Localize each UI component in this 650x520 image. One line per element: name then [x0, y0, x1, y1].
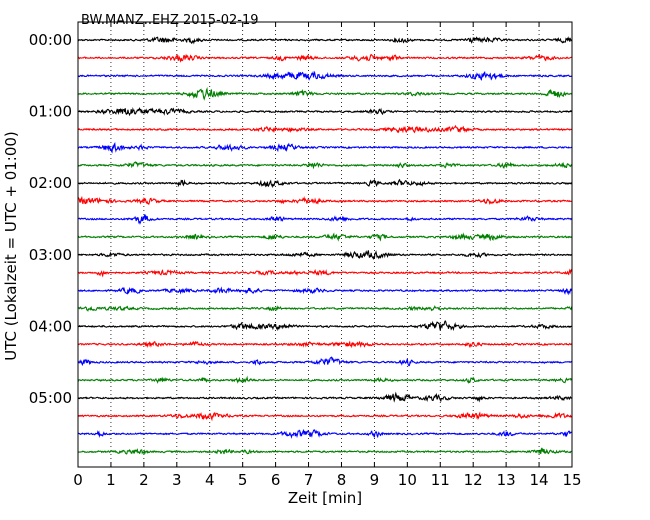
x-tick-label: 8 — [337, 471, 347, 489]
trace-line — [77, 53, 573, 63]
x-tick-label: 13 — [497, 471, 516, 489]
x-tick-label: 7 — [304, 471, 314, 489]
x-axis-label: Zeit [min] — [288, 489, 362, 507]
trace-line — [77, 178, 573, 189]
trace-line — [77, 428, 573, 439]
y-tick-label: 03:00 — [29, 246, 72, 264]
y-axis-label: UTC (Lokalzeit = UTC + 01:00) — [2, 131, 20, 361]
trace-line — [77, 375, 573, 384]
trace-line — [77, 268, 573, 278]
y-tick-label: 05:00 — [29, 389, 72, 407]
trace-line — [77, 391, 573, 403]
trace-line — [77, 286, 573, 296]
x-tick-label: 11 — [431, 471, 450, 489]
y-tick-label: 04:00 — [29, 317, 72, 335]
x-tick-label: 6 — [271, 471, 281, 489]
x-tick-label: 10 — [398, 471, 417, 489]
x-tick-label: 3 — [172, 471, 182, 489]
x-tick-label: 15 — [562, 471, 581, 489]
trace-line — [77, 340, 573, 349]
y-tick-label: 01:00 — [29, 103, 72, 121]
trace-line — [77, 86, 573, 101]
trace-line — [77, 305, 573, 312]
trace-line — [77, 411, 573, 422]
plot-frame — [77, 21, 573, 468]
chart-title: BW.MANZ..EHZ 2015-02-19 — [81, 13, 259, 28]
trace-line — [77, 356, 573, 367]
y-axis-ticks: 00:00 01:00 02:00 03:00 04:00 05:00 — [29, 31, 572, 407]
x-tick-label: 4 — [205, 471, 215, 489]
trace-line — [77, 36, 573, 45]
x-tick-label: 5 — [238, 471, 248, 489]
x-tick-label: 0 — [73, 471, 83, 489]
trace-line — [77, 70, 573, 81]
trace-line — [77, 250, 573, 261]
y-tick-label: 00:00 — [29, 31, 72, 49]
trace-line — [77, 214, 573, 225]
x-tick-label: 2 — [139, 471, 149, 489]
trace-line — [77, 106, 573, 117]
seismic-traces — [77, 36, 573, 455]
y-tick-label: 02:00 — [29, 174, 72, 192]
trace-line — [77, 447, 573, 455]
x-tick-label: 9 — [370, 471, 380, 489]
trace-line — [77, 124, 573, 134]
trace-line — [77, 161, 573, 170]
vertical-grid — [110, 22, 540, 467]
trace-line — [77, 319, 573, 332]
x-tick-label: 14 — [530, 471, 549, 489]
x-axis-ticks: 0 1 2 3 4 5 6 7 8 9 10 11 12 13 14 15 — [73, 22, 582, 489]
x-tick-label: 12 — [464, 471, 483, 489]
trace-line — [77, 142, 573, 154]
x-tick-label: 1 — [106, 471, 116, 489]
trace-line — [77, 232, 573, 242]
trace-line — [77, 195, 573, 206]
